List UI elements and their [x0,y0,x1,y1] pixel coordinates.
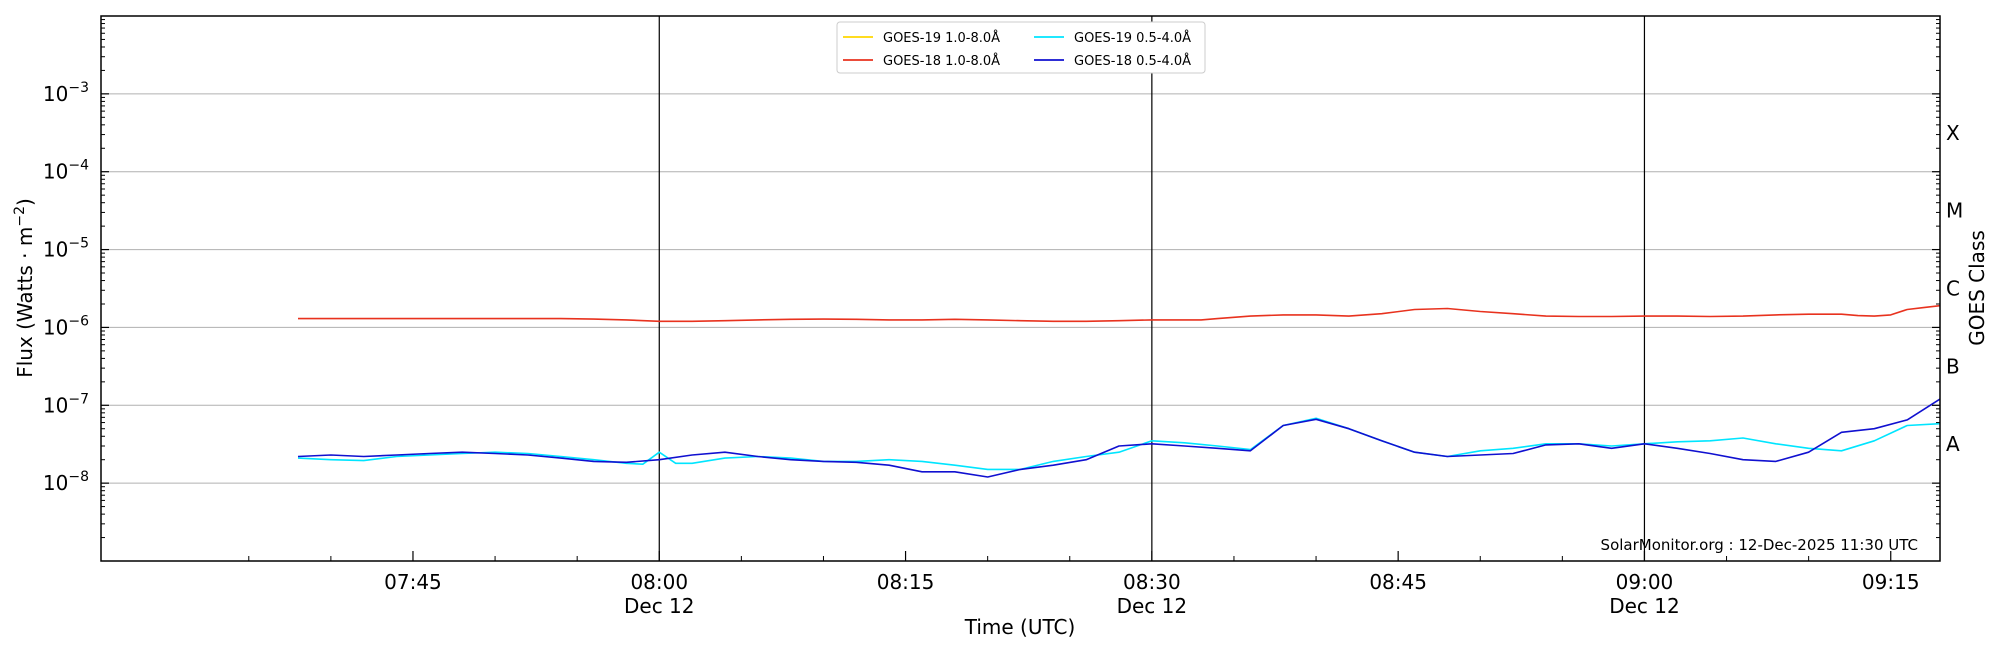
goes-class-X: X [1946,121,1960,145]
legend-label-1: GOES-18 1.0-8.0Å [883,53,1000,69]
y-tick-label-2: 10−6 [43,313,89,339]
legend-item-0: GOES-19 1.0-8.0Å [843,30,1000,46]
x-tick-date-5: Dec 12 [1609,594,1680,618]
y-tick-label-0: 10−8 [43,469,89,495]
x-axis-title: Time (UTC) [964,615,1076,639]
grid-lines [101,93,1940,484]
legend-label-2: GOES-19 0.5-4.0Å [1074,30,1191,46]
goes-class-C: C [1946,277,1960,301]
legend-item-1: GOES-18 1.0-8.0Å [843,53,1000,69]
legend-item-2: GOES-19 0.5-4.0Å [1034,30,1191,46]
legend-label-3: GOES-18 0.5-4.0Å [1074,53,1191,69]
legend: GOES-19 1.0-8.0Å GOES-18 1.0-8.0Å GOES-19 … [836,21,1206,74]
x-tick-label-1: 08:00 [630,570,688,594]
legend-label-0: GOES-19 1.0-8.0Å [883,30,1000,46]
series-line-3 [297,398,1940,478]
goes-class-B: B [1946,354,1960,378]
y-tick-label-1: 10−7 [43,391,89,417]
x-tick-label-6: 09:15 [1862,570,1920,594]
x-tick-label-0: 07:45 [384,570,442,594]
x-tick-label-2: 08:15 [877,570,935,594]
x-tick-date-1: Dec 12 [624,594,695,618]
x-tick-date-3: Dec 12 [1117,594,1188,618]
right-axis-title: GOES Class [1965,230,1989,346]
series-lines [297,304,1940,478]
y-tick-label-4: 10−4 [43,158,89,184]
legend-item-3: GOES-18 0.5-4.0Å [1034,53,1191,69]
y-axis-ticks: 10−8 10−7 10−6 10−5 10−4 10−3 [43,19,1940,539]
goes-class-labels: A B C M X [1946,121,1963,456]
x-tick-label-4: 08:45 [1369,570,1427,594]
y-axis-title: Flux (Watts · m−2) [12,198,37,378]
day-marker-lines [658,16,1646,561]
x-tick-label-3: 08:30 [1123,570,1181,594]
plot-frame [100,15,1941,562]
series-line-1 [298,304,1940,323]
legend-box [836,21,1206,74]
goes-class-M: M [1946,199,1963,223]
y-tick-label-3: 10−5 [43,236,89,262]
goes-class-A: A [1946,432,1960,456]
y-tick-label-5: 10−3 [43,80,89,106]
x-tick-label-5: 09:00 [1616,570,1674,594]
credit-label: SolarMonitor.org : 12-Dec-2025 11:30 UTC [1601,536,1918,554]
